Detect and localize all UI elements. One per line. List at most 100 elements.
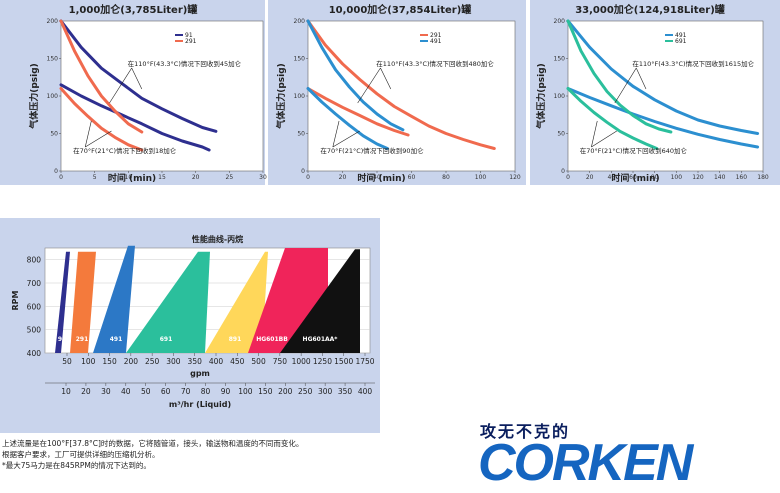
y-tick-label: 100 (47, 93, 59, 100)
y-tick-label: 50 (557, 131, 565, 138)
gpm-tick-label: 350 (188, 357, 203, 366)
gpm-tick-label: 400 (209, 357, 224, 366)
x-tick-label: 25 (226, 174, 234, 181)
model-label: 291 (76, 336, 89, 343)
annotation-arrow (380, 67, 392, 90)
model-label: HG601BB (256, 336, 288, 343)
model-region-91 (55, 251, 70, 353)
perf-title: 性能曲线-丙烷 (192, 234, 243, 244)
legend-label: 91 (185, 32, 193, 39)
model-label: 91 (58, 336, 66, 343)
legend-label: 491 (675, 32, 687, 39)
annotation-arrow (614, 67, 637, 104)
gpm-tick-label: 1500 (334, 357, 353, 366)
model-label: 691 (160, 336, 173, 343)
x-tick-label: 120 (509, 174, 521, 181)
series-line-291-0 (306, 19, 496, 150)
series-line-691-2 (566, 19, 673, 134)
m3-tick-label: 100 (238, 387, 253, 396)
y-tick-label: 200 (294, 18, 306, 25)
annotation-top: 在110°F(43.3°C)情况下回收到480加仑 (376, 59, 494, 68)
m3-tick-label: 50 (141, 387, 151, 396)
model-label: 491 (110, 336, 123, 343)
annotation-bottom: 在70°F(21°C)情况下回收到18加仑 (73, 146, 177, 155)
series-line-291-2 (59, 19, 144, 134)
x-axis-label: 时间 (min) (357, 172, 405, 184)
annotation-bottom: 在70°F(21°C)情况下回收到640加仑 (580, 146, 688, 155)
x-tick-label: 60 (408, 174, 416, 181)
perf-y-tick-label: 600 (27, 302, 42, 311)
y-tick-label: 0 (54, 168, 58, 175)
chart-title: 10,000加仑(37,854Liter)罐 (329, 3, 472, 16)
x-tick-label: 160 (736, 174, 748, 181)
perf-y-tick-label: 700 (27, 279, 42, 288)
y-tick-label: 150 (294, 56, 306, 63)
perf-y-tick-label: 400 (27, 349, 42, 358)
series-line-91-1 (59, 83, 211, 152)
x-tick-label: 30 (259, 174, 267, 181)
perf-y-axis-label: RPM (11, 290, 20, 310)
m3-tick-label: 350 (338, 387, 353, 396)
y-tick-label: 100 (554, 93, 566, 100)
x-tick-label: 20 (586, 174, 594, 181)
annotation-arrow (357, 67, 381, 104)
chart-title: 33,000加仑(124,918Liter)罐 (575, 3, 725, 16)
y-tick-label: 50 (50, 131, 58, 138)
gpm-tick-label: 750 (273, 357, 288, 366)
m3-tick-label: 400 (358, 387, 373, 396)
performance-chart-svg: 性能曲线-丙烷 400 500 600 700 800 RPM 50 100 150 200 250 3… (11, 234, 375, 409)
legend-label: 291 (430, 32, 442, 39)
gpm-tick-label: 500 (251, 357, 266, 366)
m3-tick-label: 300 (318, 387, 333, 396)
series-line-691-3 (566, 87, 659, 150)
annotation-top: 在110°F(43.3°C)情况下回收到1615加仑 (632, 59, 754, 68)
x-tick-label: 140 (714, 174, 726, 181)
annotation-arrow (635, 67, 647, 90)
perf-y-tick-label: 500 (27, 326, 42, 335)
m3-tick-label: 40 (121, 387, 131, 396)
x-tick-label: 100 (671, 174, 683, 181)
series-line-491-1 (566, 87, 760, 149)
plot-area (567, 20, 764, 172)
x-tick-label: 0 (566, 174, 570, 181)
gpm-tick-label: 200 (124, 357, 139, 366)
model-label: HG601AA* (303, 336, 339, 343)
tank-chart-1: 1,000加仑(3,785Liter)罐 0 5 10 15 20 25 30 0 50 100 15… (28, 3, 267, 184)
chart-title: 1,000加仑(3,785Liter)罐 (69, 3, 198, 16)
series-line-491-2 (306, 19, 405, 132)
footnote-3: *最大75马力是在845RPM的情况下达到的。 (2, 461, 151, 470)
tank-chart-2: 10,000加仑(37,854Liter)罐 0 20 40 60 80 100 120 0 50… (275, 3, 521, 184)
series-line-291-3 (59, 87, 144, 152)
logo-slogan: 攻无不克的 (480, 422, 571, 441)
model-region-491 (93, 245, 135, 353)
gpm-tick-label: 1250 (313, 357, 332, 366)
m3-tick-label: 150 (258, 387, 273, 396)
annotation-arrow (109, 67, 132, 104)
x-tick-label: 20 (339, 174, 347, 181)
x-tick-label: 10 (125, 174, 133, 181)
m3-tick-label: 30 (101, 387, 111, 396)
series-line-291-1 (306, 87, 410, 137)
y-tick-label: 50 (297, 131, 305, 138)
x-axis-label: 时间 (min) (611, 172, 659, 184)
x-tick-label: 100 (475, 174, 487, 181)
model-label: 891 (229, 336, 242, 343)
annotation-arrow (591, 120, 598, 148)
annotation-arrow (85, 130, 112, 148)
y-tick-label: 100 (294, 93, 306, 100)
y-tick-label: 150 (47, 56, 59, 63)
legend-label: 491 (430, 38, 442, 45)
y-tick-label: 0 (301, 168, 305, 175)
model-region-691 (126, 251, 210, 353)
model-region-hg601aa (280, 249, 360, 353)
gpm-tick-label: 1000 (292, 357, 311, 366)
x-tick-label: 0 (306, 174, 310, 181)
corken-logo: CORKEN (478, 434, 693, 492)
m3-tick-label: 70 (181, 387, 191, 396)
model-region-291 (70, 251, 96, 353)
performance-chart-panel: 性能曲线-丙烷 400 500 600 700 800 RPM 50 100 150 200 250 3… (0, 218, 380, 433)
gpm-tick-label: 1750 (355, 357, 374, 366)
x-tick-label: 0 (59, 174, 63, 181)
x-tick-label: 5 (93, 174, 97, 181)
annotation-arrow (591, 130, 617, 148)
